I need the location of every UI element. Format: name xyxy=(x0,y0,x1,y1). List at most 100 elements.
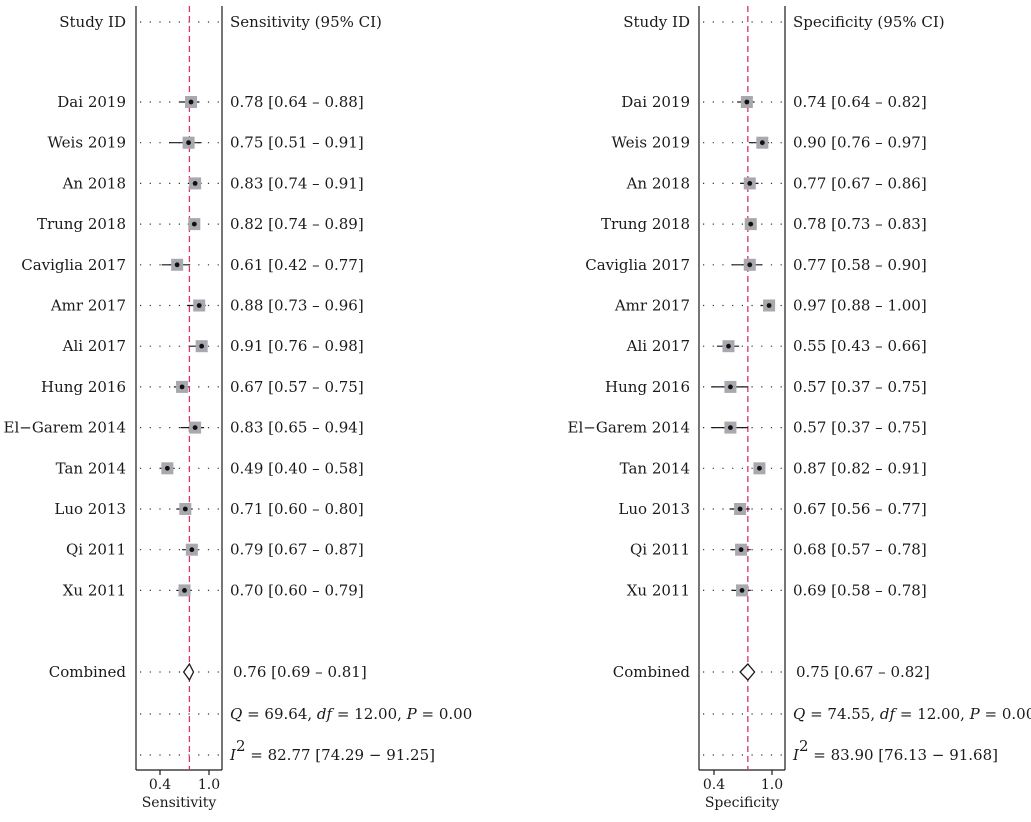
x-tick-label: 1.0 xyxy=(198,777,220,793)
study-name: Hung 2016 xyxy=(41,378,126,396)
estimate-label: 0.57 [0.37 – 0.75] xyxy=(793,419,927,437)
study-name: Qi 2011 xyxy=(66,541,126,559)
header-estimate: Sensitivity (95% CI) xyxy=(230,13,382,31)
point-estimate xyxy=(728,384,733,390)
i2-superscript: 2 xyxy=(236,737,246,755)
estimate-label: 0.78 [0.64 – 0.88] xyxy=(230,93,364,111)
estimate-label: 0.79 [0.67 – 0.87] xyxy=(230,541,364,559)
point-estimate xyxy=(192,181,198,186)
point-estimate xyxy=(747,181,753,186)
point-estimate xyxy=(189,547,195,553)
point-estimate xyxy=(182,506,188,512)
i2-superscript: 2 xyxy=(799,737,809,755)
point-estimate xyxy=(739,588,745,593)
df-value: = 12.00, xyxy=(332,705,407,723)
study-name: An 2018 xyxy=(626,174,690,192)
point-estimate xyxy=(766,303,772,308)
i2-value: = 83.90 [76.13 − 91.68] xyxy=(808,746,998,764)
df-value: = 12.00, xyxy=(895,705,970,723)
q-symbol: Q xyxy=(793,705,805,723)
study-name: Weis 2019 xyxy=(47,134,126,152)
heterogeneity-q-statistic: Q = 69.64, df = 12.00, P = 0.00 xyxy=(230,705,472,723)
estimate-label: 0.55 [0.43 – 0.66] xyxy=(793,337,927,355)
estimate-label: 0.69 [0.58 – 0.78] xyxy=(793,581,927,599)
estimate-label: 0.71 [0.60 – 0.80] xyxy=(230,500,364,518)
combined-diamond xyxy=(182,662,195,682)
x-tick-label: 0.4 xyxy=(703,777,725,793)
study-name: Tan 2014 xyxy=(620,459,690,477)
estimate-label: 0.70 [0.60 – 0.79] xyxy=(230,581,364,599)
study-name: Amr 2017 xyxy=(50,297,126,315)
i2-symbol: I xyxy=(792,746,800,764)
heterogeneity-i2-statistic: I2 = 83.90 [76.13 − 91.68] xyxy=(792,737,998,764)
study-name: Trung 2018 xyxy=(37,215,126,233)
point-estimate xyxy=(196,303,202,308)
study-name: Trung 2018 xyxy=(601,215,690,233)
point-estimate xyxy=(174,262,180,268)
point-estimate xyxy=(747,262,753,268)
header-estimate: Specificity (95% CI) xyxy=(793,13,945,31)
estimate-label: 0.77 [0.58 – 0.90] xyxy=(793,256,927,274)
estimate-label: 0.88 [0.73 – 0.96] xyxy=(230,297,364,315)
estimate-label: 0.83 [0.74 – 0.91] xyxy=(230,174,364,192)
point-estimate xyxy=(728,425,733,430)
study-name: Ali 2017 xyxy=(62,337,126,355)
study-name: El−Garem 2014 xyxy=(568,419,690,437)
study-name: El−Garem 2014 xyxy=(4,419,126,437)
point-estimate xyxy=(192,425,198,430)
study-name: Dai 2019 xyxy=(57,93,126,111)
study-name: Xu 2011 xyxy=(63,581,126,599)
point-estimate xyxy=(737,506,743,512)
p-value: = 0.00 xyxy=(417,705,473,723)
p-symbol: P xyxy=(406,705,418,723)
header-study-id: Study ID xyxy=(623,13,690,31)
i2-value: = 82.77 [74.29 − 91.25] xyxy=(245,746,435,764)
study-name: Xu 2011 xyxy=(627,581,690,599)
estimate-label: 0.75 [0.51 – 0.91] xyxy=(230,134,364,152)
q-value: = 69.64, xyxy=(242,705,317,723)
x-axis-title: Sensitivity xyxy=(142,795,217,811)
estimate-label: 0.87 [0.82 – 0.91] xyxy=(793,459,927,477)
forest-panel-sensitivity: Study ID Sensitivity (95% CI) Dai 2019 0.78… xyxy=(4,6,472,811)
study-name: Caviglia 2017 xyxy=(585,256,690,274)
estimate-label: 0.68 [0.57 – 0.78] xyxy=(793,541,927,559)
study-name: Caviglia 2017 xyxy=(21,256,126,274)
study-name: Qi 2011 xyxy=(630,541,690,559)
point-estimate xyxy=(738,547,744,553)
point-estimate xyxy=(199,343,205,349)
study-name: An 2018 xyxy=(62,174,126,192)
i2-symbol: I xyxy=(229,746,237,764)
combined-diamond xyxy=(739,663,756,681)
estimate-label: 0.67 [0.56 – 0.77] xyxy=(793,500,927,518)
study-name: Weis 2019 xyxy=(611,134,690,152)
estimate-label: 0.57 [0.37 – 0.75] xyxy=(793,378,927,396)
point-estimate xyxy=(748,221,754,227)
estimate-label: 0.82 [0.74 – 0.89] xyxy=(230,215,364,233)
estimate-label: 0.90 [0.76 – 0.97] xyxy=(793,134,927,152)
point-estimate xyxy=(164,465,170,471)
estimate-label: 0.67 [0.57 – 0.75] xyxy=(230,378,364,396)
estimate-label: 0.97 [0.88 – 1.00] xyxy=(793,297,927,315)
point-estimate xyxy=(744,99,750,105)
q-value: = 74.55, xyxy=(805,705,880,723)
p-value: = 0.00 xyxy=(980,705,1031,723)
point-estimate xyxy=(188,99,194,105)
combined-label: Combined xyxy=(49,663,127,681)
study-name: Hung 2016 xyxy=(605,378,690,396)
point-estimate xyxy=(179,384,185,390)
estimate-label: 0.61 [0.42 – 0.77] xyxy=(230,256,364,274)
df-symbol: df xyxy=(880,705,898,723)
forest-panel-specificity: Study ID Specificity (95% CI) Dai 2019 0.74… xyxy=(568,6,1031,811)
point-estimate xyxy=(726,343,731,349)
combined-label: Combined xyxy=(613,663,691,681)
study-name: Luo 2013 xyxy=(618,500,690,518)
combined-estimate-label: 0.75 [0.67 – 0.82] xyxy=(796,663,930,681)
p-symbol: P xyxy=(969,705,981,723)
point-estimate xyxy=(186,140,191,146)
combined-estimate-label: 0.76 [0.69 – 0.81] xyxy=(233,663,367,681)
point-estimate xyxy=(757,465,762,471)
estimate-label: 0.83 [0.65 – 0.94] xyxy=(230,419,364,437)
q-symbol: Q xyxy=(230,705,242,723)
x-tick-label: 0.4 xyxy=(149,777,171,793)
